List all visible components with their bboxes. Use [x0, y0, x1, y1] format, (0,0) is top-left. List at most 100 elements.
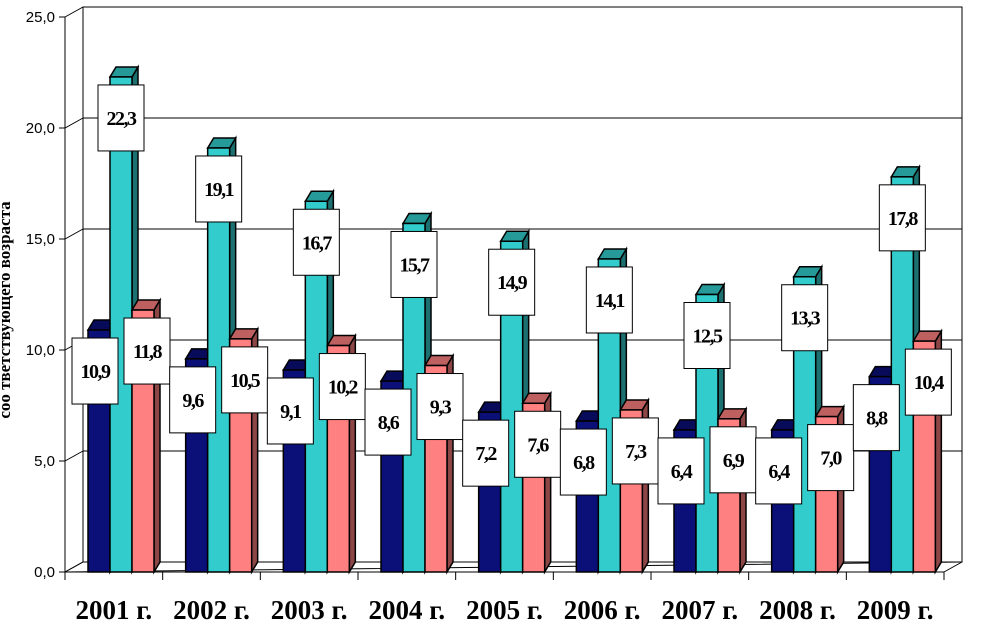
- data-label: 10,4: [904, 348, 952, 416]
- data-label: 7,2: [462, 419, 510, 487]
- y-tick-label: 15,0: [26, 231, 55, 248]
- data-label: 14,9: [488, 248, 536, 316]
- data-label-box: [781, 284, 829, 352]
- data-label: 9,6: [169, 366, 217, 434]
- data-label-box: [221, 346, 269, 414]
- x-tick-label: 2009 г.: [857, 595, 934, 625]
- data-label-text: 9,1: [280, 401, 301, 423]
- data-label: 10,5: [221, 346, 269, 414]
- data-label-box: [709, 426, 757, 494]
- data-label-box: [904, 348, 952, 416]
- x-tick-label: 2001 г.: [75, 595, 152, 625]
- data-label-box: [97, 84, 145, 152]
- x-tick-label: 2002 г.: [173, 595, 250, 625]
- data-label-text: 7,6: [527, 434, 549, 456]
- data-label-box: [71, 337, 119, 405]
- data-label-text: 8,6: [378, 412, 400, 434]
- gridline-depth: [64, 117, 84, 129]
- data-label-text: 10,2: [328, 377, 359, 399]
- data-label: 10,9: [71, 337, 119, 405]
- data-label-text: 9,6: [182, 390, 204, 412]
- x-tick-label: 2008 г.: [759, 595, 836, 625]
- data-label-text: 13,3: [790, 308, 821, 330]
- data-label: 7,6: [514, 410, 562, 478]
- data-label: 6,4: [657, 437, 705, 505]
- x-tick-label: 2004 г.: [368, 595, 445, 625]
- data-label: 16,7: [292, 208, 340, 276]
- data-label-text: 11,8: [133, 341, 162, 363]
- gridline-depth: [64, 6, 84, 18]
- data-label-box: [390, 230, 438, 298]
- data-label: 10,2: [318, 353, 366, 421]
- y-axis-label: соо тветствующего возраста: [0, 201, 14, 419]
- data-label-text: 16,7: [302, 232, 333, 254]
- data-label-box: [292, 208, 340, 276]
- data-label: 6,9: [709, 426, 757, 494]
- data-label-box: [807, 424, 855, 492]
- data-label-box: [585, 266, 633, 334]
- data-label-box: [123, 317, 171, 385]
- data-label-box: [318, 353, 366, 421]
- data-label: 19,1: [195, 155, 243, 223]
- data-label-text: 14,1: [595, 290, 625, 312]
- data-label: 15,7: [390, 230, 438, 298]
- x-axis-depth: [943, 561, 963, 573]
- data-label-box: [266, 377, 314, 445]
- data-label: 7,3: [611, 417, 659, 485]
- data-label-box: [195, 155, 243, 223]
- gridline-depth: [64, 228, 84, 240]
- data-label-box: [878, 184, 926, 252]
- data-label: 11,8: [123, 317, 171, 385]
- data-label-text: 19,1: [204, 179, 234, 201]
- x-tick-label: 2007 г.: [661, 595, 738, 625]
- data-label-text: 10,5: [230, 370, 261, 392]
- data-label-box: [462, 419, 510, 487]
- data-label-text: 12,5: [693, 326, 724, 348]
- y-tick-label: 10,0: [26, 342, 55, 359]
- data-label: 9,1: [266, 377, 314, 445]
- data-label-box: [559, 428, 607, 496]
- data-label-box: [416, 373, 464, 441]
- data-label: 12,5: [683, 302, 731, 369]
- data-label-text: 6,4: [671, 461, 693, 483]
- x-tick-label: 2006 г.: [564, 595, 641, 625]
- data-label-box: [364, 388, 412, 456]
- data-label-text: 10,9: [81, 361, 112, 383]
- data-label-text: 8,8: [866, 408, 888, 430]
- data-label-text: 15,7: [400, 254, 431, 276]
- data-label: 7,0: [807, 424, 855, 492]
- data-label: 8,6: [364, 388, 412, 456]
- data-label: 17,8: [878, 184, 926, 252]
- data-label: 9,3: [416, 373, 464, 441]
- data-labels: 10,9 22,3 11,8 9,6 19,1 10,5 9,1 16,7 10,2 8,6 15,…: [71, 84, 952, 505]
- data-label-box: [169, 366, 217, 434]
- y-tick-label: 5,0: [34, 453, 55, 470]
- data-label: 13,3: [781, 284, 829, 352]
- data-label-text: 7,0: [820, 448, 842, 470]
- data-label-text: 6,9: [723, 450, 745, 472]
- data-label: 6,4: [755, 437, 803, 505]
- data-label-text: 6,8: [573, 452, 595, 474]
- x-tick-labels: 2001 г. 2002 г. 2003 г. 2004 г. 2005 г. 2006 …: [75, 595, 933, 625]
- data-label-box: [755, 437, 803, 505]
- data-label: 22,3: [97, 84, 145, 152]
- data-label-box: [657, 437, 705, 505]
- data-label-text: 6,4: [768, 461, 790, 483]
- data-label: 14,1: [585, 266, 633, 334]
- data-label-text: 14,9: [497, 272, 528, 294]
- x-tick-label: 2005 г.: [466, 595, 543, 625]
- data-label-text: 9,3: [430, 397, 452, 419]
- data-label-box: [514, 410, 562, 478]
- data-label-text: 7,3: [625, 441, 647, 463]
- data-label-text: 7,2: [475, 443, 497, 465]
- data-label-text: 17,8: [888, 208, 919, 230]
- gridline-depth: [64, 561, 84, 573]
- y-tick-label: 0,0: [34, 564, 55, 581]
- y-tick-label: 20,0: [26, 120, 55, 137]
- data-label-box: [683, 302, 731, 369]
- data-label-box: [852, 384, 900, 452]
- y-tick-labels: 0,0 5,0 10,0 15,0 20,0 25,0: [26, 9, 55, 581]
- data-label-text: 10,4: [914, 372, 945, 394]
- x-tick-label: 2003 г.: [271, 595, 348, 625]
